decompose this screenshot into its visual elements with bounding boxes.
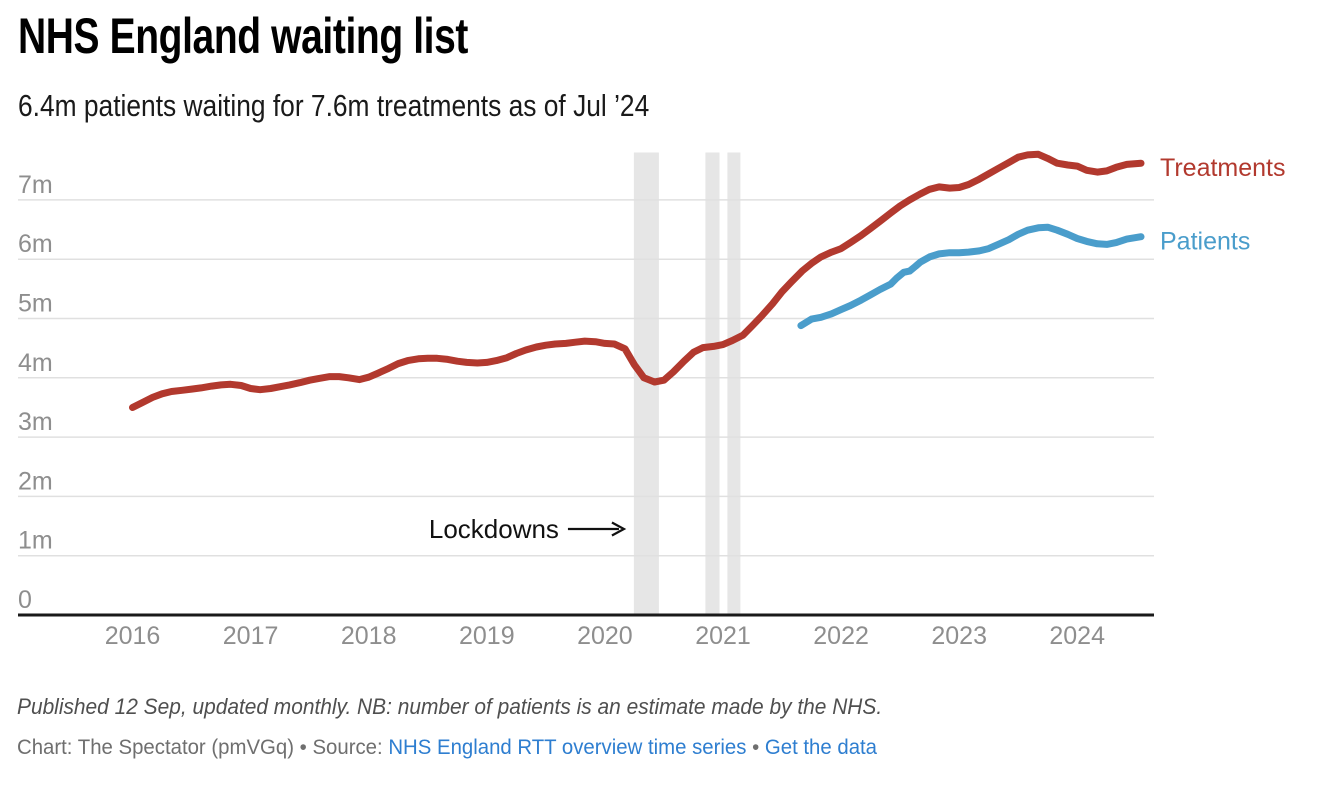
attribution-line: Chart: The Spectator (pmVGq) • Source: N… [17,736,877,760]
y-axis-label: 0 [18,586,32,614]
y-axis-label: 2m [18,467,53,495]
page-title: NHS England waiting list [18,8,468,64]
x-axis-label: 2024 [1049,622,1105,650]
x-axis-label: 2016 [105,622,161,650]
attribution-separator: • [746,736,765,759]
x-axis-label: 2021 [695,622,751,650]
footer-note: Published 12 Sep, updated monthly. NB: n… [17,694,883,719]
attribution-prefix: Chart: The Spectator (pmVGq) • Source: [17,736,389,759]
source-link[interactable]: NHS England RTT overview time series [388,736,747,759]
y-axis-label: 3m [18,408,53,436]
y-axis-label: 7m [18,171,53,199]
series-label-patients: Patients [1160,228,1250,256]
get-the-data-link[interactable]: Get the data [764,736,878,759]
lockdown-band [705,152,720,615]
y-axis-label: 5m [18,290,53,318]
chart-subtitle: 6.4m patients waiting for 7.6m treatment… [18,88,650,123]
x-axis-label: 2023 [931,622,987,650]
lockdown-band [727,152,741,615]
lockdowns-annotation-label: Lockdowns [429,514,559,544]
lockdowns-annotation-arrowhead [611,521,627,537]
y-axis-label: 1m [18,527,53,555]
x-axis-label: 2019 [459,622,515,650]
patients-line [797,223,1145,330]
y-axis-label: 6m [18,230,53,258]
treatments-line [129,150,1145,411]
y-axis-label: 4m [18,349,53,377]
x-axis-label: 2022 [813,622,869,650]
x-axis-label: 2017 [223,622,279,650]
series-label-treatments: Treatments [1160,154,1286,182]
x-axis-label: 2020 [577,622,633,650]
x-axis-label: 2018 [341,622,397,650]
